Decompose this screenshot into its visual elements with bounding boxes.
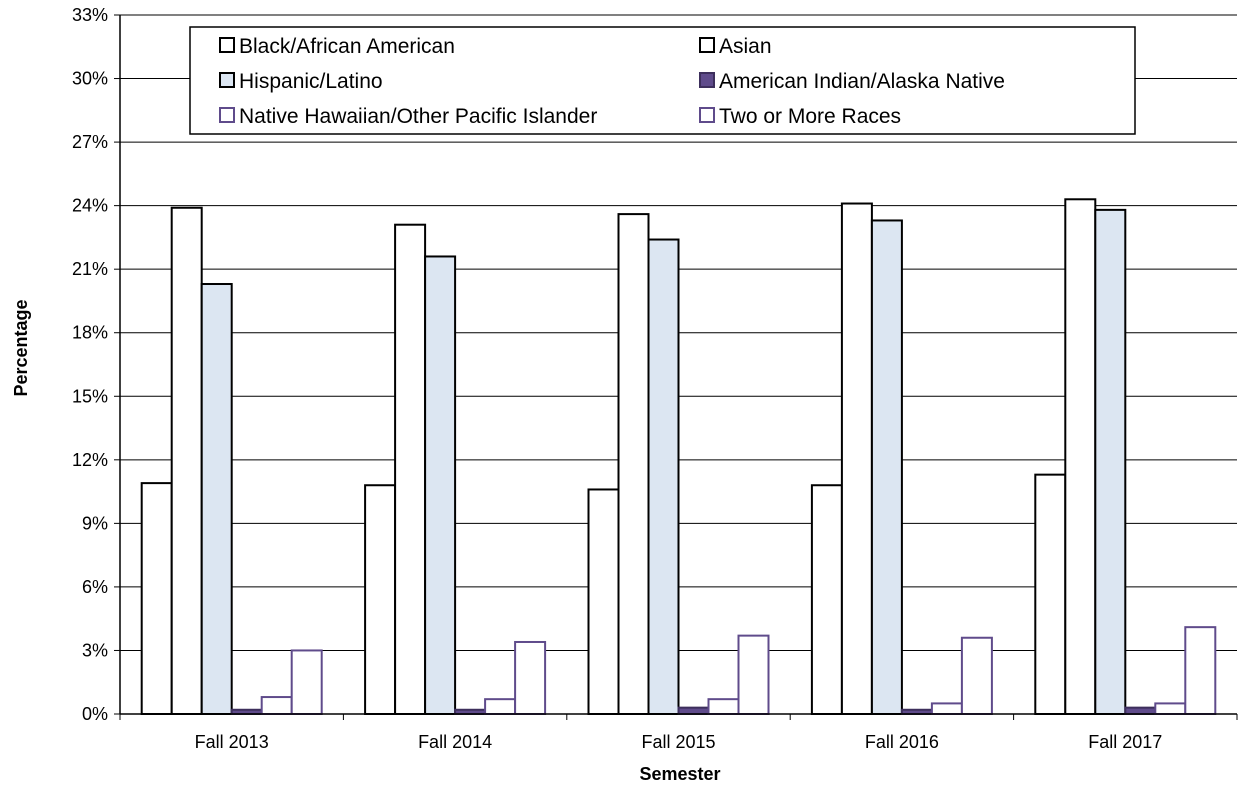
legend-swatch xyxy=(219,37,235,53)
y-tick-label: 30% xyxy=(72,69,108,89)
bar xyxy=(617,213,650,715)
bar xyxy=(870,219,903,716)
y-tick-label: 24% xyxy=(72,196,108,216)
bar xyxy=(1184,626,1217,715)
y-axis-ticks: 0% 3% 6% 9% 12% 15% 18% 21% 24% 27% 30% 33% xyxy=(72,5,120,724)
y-tick-label: 18% xyxy=(72,323,108,343)
bar xyxy=(1154,702,1187,716)
legend-swatch xyxy=(699,72,715,88)
y-tick-label: 21% xyxy=(72,259,108,279)
y-tick-label: 27% xyxy=(72,132,108,152)
x-axis-title: Semester xyxy=(639,764,720,784)
x-axis-ticks: Fall 2013 Fall 2014 Fall 2015 Fall 2016 Fall… xyxy=(119,714,1238,752)
bar xyxy=(140,482,173,716)
legend-label: Asian xyxy=(719,35,772,58)
bars xyxy=(140,198,1217,716)
bar xyxy=(514,640,547,715)
bar xyxy=(1064,198,1097,716)
y-tick-label: 33% xyxy=(72,5,108,25)
bar xyxy=(1124,706,1157,715)
axes xyxy=(119,15,1237,715)
y-tick-label: 15% xyxy=(72,386,108,406)
bar xyxy=(364,484,397,715)
bar xyxy=(1034,473,1067,715)
x-tick-label: Fall 2016 xyxy=(865,732,939,752)
x-tick-label: Fall 2015 xyxy=(641,732,715,752)
x-tick-label: Fall 2017 xyxy=(1088,732,1162,752)
bar xyxy=(394,223,427,715)
legend: Black/African American Asian Hispanic/Lati… xyxy=(189,26,1136,135)
legend-swatch xyxy=(219,72,235,88)
bar xyxy=(484,698,517,716)
legend-label: Black/African American xyxy=(239,35,455,58)
legend-label: Two or More Races xyxy=(719,105,901,128)
bar xyxy=(260,696,293,716)
y-tick-label: 12% xyxy=(72,450,108,470)
y-tick-label: 3% xyxy=(82,640,108,660)
x-tick-label: Fall 2013 xyxy=(195,732,269,752)
y-tick-label: 9% xyxy=(82,513,108,533)
legend-swatch xyxy=(699,37,715,53)
bar xyxy=(290,649,323,715)
x-tick-label: Fall 2014 xyxy=(418,732,492,752)
legend-swatch xyxy=(699,107,715,123)
bar xyxy=(200,283,233,715)
bar xyxy=(707,698,740,716)
legend-label: Native Hawaiian/Other Pacific Islander xyxy=(239,105,597,128)
bar xyxy=(647,238,680,715)
bar xyxy=(587,488,620,715)
bar xyxy=(960,636,993,716)
legend-swatch xyxy=(219,107,235,123)
bar xyxy=(170,206,203,715)
y-tick-label: 6% xyxy=(82,577,108,597)
bar xyxy=(1094,208,1127,715)
y-tick-label: 0% xyxy=(82,704,108,724)
legend-box xyxy=(189,26,1136,135)
bar xyxy=(424,255,457,715)
bar xyxy=(737,634,770,715)
bar xyxy=(840,202,873,715)
bar xyxy=(810,484,843,715)
bar xyxy=(930,702,963,716)
legend-label: Hispanic/Latino xyxy=(239,70,383,93)
bar xyxy=(677,706,710,715)
legend-label: American Indian/Alaska Native xyxy=(719,70,1005,93)
y-axis-title: Percentage xyxy=(11,299,31,396)
